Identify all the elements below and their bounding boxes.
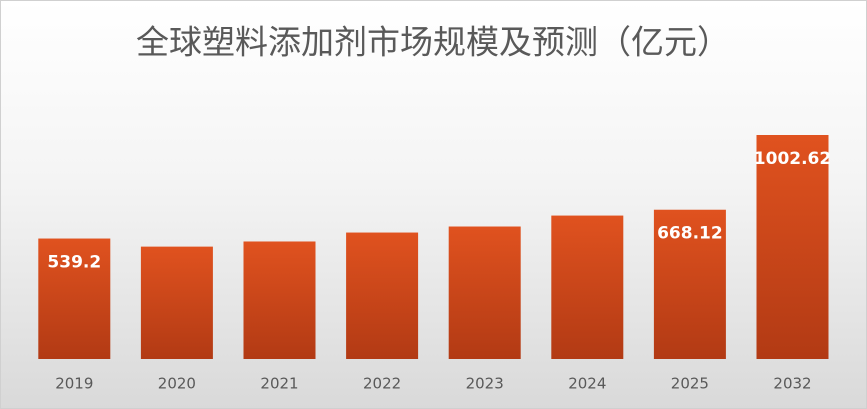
x-tick-label: 2021 [260, 375, 298, 393]
bar [756, 135, 829, 359]
value-label: 1002.62 [754, 149, 831, 169]
x-tick-label: 2019 [55, 375, 93, 393]
x-tick-label: 2022 [363, 375, 401, 393]
bar [38, 238, 111, 359]
value-label: 539.2 [47, 253, 101, 273]
bar [653, 209, 726, 359]
bar [551, 215, 624, 359]
bar [448, 226, 521, 359]
x-tick-label: 2023 [466, 375, 504, 393]
bar [243, 241, 316, 359]
bar [346, 232, 419, 359]
x-tick-label: 2020 [158, 375, 196, 393]
x-tick-label: 2025 [671, 375, 709, 393]
bar [140, 246, 213, 359]
chart-title: 全球塑料添加剂市场规模及预测（亿元） [136, 23, 730, 62]
x-tick-label: 2032 [773, 375, 811, 393]
value-label: 668.12 [657, 224, 723, 244]
x-tick-label: 2024 [568, 375, 606, 393]
